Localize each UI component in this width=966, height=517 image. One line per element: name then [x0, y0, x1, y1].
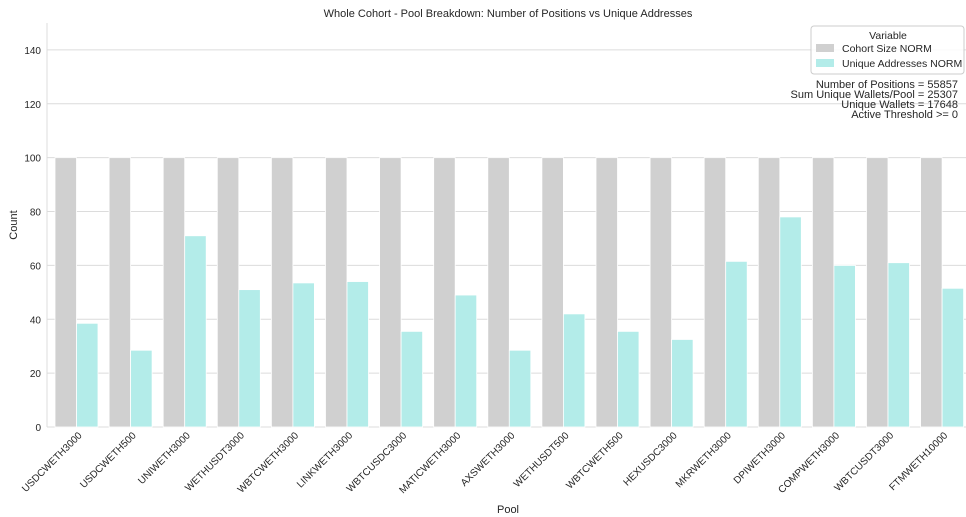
bar-unique-addresses-hexusdc3000	[671, 339, 694, 428]
bar-unique-addresses-wbtcusdc3000	[400, 330, 424, 428]
x-axis-label: Pool	[497, 504, 519, 516]
y-tick-label: 100	[24, 154, 41, 165]
chart-title: Whole Cohort - Pool Breakdown: Number of…	[324, 8, 693, 20]
bar-unique-addresses-wbtcusdt3000	[887, 262, 910, 428]
bar-cohort-size-maticweth3000	[433, 157, 456, 428]
stats-annotation: Number of Positions = 55857 Sum Unique W…	[791, 79, 958, 121]
bar-unique-addresses-wbtcweth500	[617, 330, 640, 428]
bar-unique-addresses-maticweth3000	[454, 294, 478, 428]
bar-unique-addresses-usdcweth3000	[76, 322, 99, 428]
bar-unique-addresses-usdcweth500	[130, 349, 153, 428]
bar-unique-addresses-axsweth3000	[508, 349, 532, 428]
y-tick-label: 60	[30, 261, 42, 272]
y-tick-label: 0	[35, 423, 41, 434]
y-axis-label: Count	[8, 210, 20, 239]
y-tick-label: 20	[30, 369, 42, 380]
bar-unique-addresses-ftmweth10000	[941, 287, 964, 428]
bar-cohort-size-mkrweth3000	[703, 157, 727, 428]
legend-label-unique-addresses: Unique Addresses NORM	[842, 58, 962, 70]
y-tick-label: 40	[30, 315, 42, 326]
y-tick-label: 80	[30, 208, 42, 219]
annotation-active-threshold: Active Threshold >= 0	[851, 109, 958, 121]
legend-label-cohort-size: Cohort Size NORM	[842, 43, 932, 55]
bar-cohort-size-ftmweth10000	[920, 157, 943, 428]
bar-cohort-size-wbtcweth500	[595, 157, 618, 428]
bar-cohort-size-wethusdt500	[541, 157, 564, 428]
bars	[54, 157, 964, 428]
legend: Variable Cohort Size NORM Unique Address…	[810, 25, 965, 75]
bar-cohort-size-uniweth3000	[162, 157, 186, 428]
bar-cohort-size-axsweth3000	[487, 157, 510, 428]
bar-unique-addresses-wbtcweth3000	[292, 282, 315, 428]
annotation-sum-unique-wallets: Sum Unique Wallets/Pool = 25307	[791, 89, 958, 101]
bar-unique-addresses-linkweth3000	[346, 281, 369, 428]
y-tick-label: 120	[24, 100, 41, 111]
bar-unique-addresses-uniweth3000	[184, 235, 207, 428]
legend-box	[810, 25, 965, 75]
y-tick-label: 140	[24, 46, 41, 57]
annotation-unique-wallets: Unique Wallets = 17648	[841, 99, 958, 111]
bar-cohort-size-usdcweth3000	[54, 157, 77, 428]
bar-cohort-size-dpiweth3000	[757, 157, 781, 428]
bar-unique-addresses-wethusdt3000	[238, 289, 261, 428]
bar-unique-addresses-mkrweth3000	[725, 260, 748, 428]
bar-unique-addresses-compweth3000	[833, 264, 856, 428]
bar-unique-addresses-dpiweth3000	[779, 216, 802, 428]
bar-cohort-size-wbtcweth3000	[270, 157, 294, 428]
legend-title: Variable	[869, 30, 907, 42]
legend-swatch-unique-addresses	[816, 59, 834, 67]
bar-cohort-size-linkweth3000	[325, 157, 348, 428]
bar-cohort-size-wethusdt3000	[216, 157, 240, 428]
legend-swatch-cohort-size	[816, 44, 834, 52]
bar-cohort-size-wbtcusdt3000	[866, 157, 889, 428]
bar-unique-addresses-wethusdt500	[563, 313, 586, 428]
annotation-positions: Number of Positions = 55857	[816, 79, 958, 91]
bar-cohort-size-wbtcusdc3000	[379, 157, 402, 428]
bar-cohort-size-usdcweth500	[108, 157, 131, 428]
y-tick-labels: 0 20 40 60 80 100 120 140	[24, 46, 41, 434]
bar-cohort-size-compweth3000	[812, 157, 835, 428]
bar-cohort-size-hexusdc3000	[649, 157, 672, 428]
